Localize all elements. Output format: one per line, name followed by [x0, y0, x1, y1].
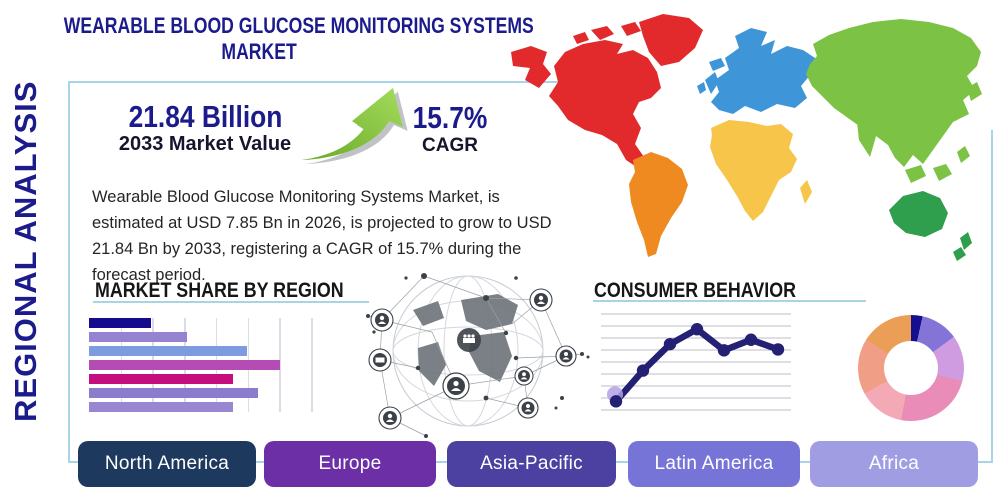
growth-arrow-icon — [301, 87, 408, 164]
bar-segment — [89, 318, 152, 328]
map-madagascar — [800, 180, 812, 204]
description-line: forecast period. — [92, 266, 206, 284]
bar-segment — [89, 402, 234, 412]
consumer-behavior-heading: CONSUMER BEHAVIOR — [594, 279, 796, 302]
region-button-europe[interactable]: Europe — [264, 441, 436, 487]
map-australia — [889, 191, 948, 237]
market-value-stat: 21.84 Billion — [128, 99, 282, 134]
side-label-regional-analysis: REGIONAL ANALYSIS — [8, 80, 43, 422]
bar-segment — [89, 374, 234, 384]
frame-line-left — [68, 81, 70, 462]
description-line: estimated at USD 7.85 Bn in 2026, is pro… — [92, 214, 552, 232]
market-description: Wearable Blood Glucose Monitoring System… — [92, 184, 592, 288]
region-button-north-america[interactable]: North America — [78, 441, 256, 487]
bar-segment — [89, 332, 187, 342]
map-asia — [806, 19, 981, 167]
map-europe — [711, 28, 815, 114]
map-south-america — [629, 152, 688, 257]
map-se-asia-islands — [905, 82, 982, 183]
frame-line-right — [991, 130, 993, 462]
region-button-asia-pacific[interactable]: Asia-Pacific — [447, 441, 616, 487]
consumer-donut-chart — [858, 315, 964, 421]
map-africa — [710, 120, 797, 221]
region-button-africa[interactable]: Africa — [810, 441, 978, 487]
region-button-latin-america[interactable]: Latin America — [628, 441, 800, 487]
cagr-label: CAGR — [422, 135, 478, 156]
map-iceland — [709, 58, 725, 71]
consumer-behavior-line-chart — [601, 312, 791, 414]
description-line: Wearable Blood Glucose Monitoring System… — [92, 188, 500, 206]
bar-segment — [89, 346, 247, 356]
map-north-america — [549, 40, 661, 168]
network-globe-illustration — [366, 273, 590, 438]
market-share-bar-chart — [89, 318, 313, 415]
map-alaska — [511, 46, 551, 88]
network-person-nodes — [368, 288, 577, 430]
map-arctic-islands — [573, 22, 641, 44]
map-greenland — [639, 14, 703, 66]
page-title-line2: MARKET — [221, 38, 297, 64]
bar-gridline — [279, 318, 281, 412]
map-new-zealand — [953, 232, 972, 261]
frame-line-top — [68, 81, 560, 83]
consumer-behavior-underline — [593, 300, 866, 302]
bar-segment — [89, 360, 280, 370]
map-british-isles — [697, 72, 719, 94]
description-line: 21.84 Bn by 2033, registering a CAGR of … — [92, 240, 522, 258]
page-title: WEARABLE BLOOD GLUCOSE MONITORING SYSTEM… — [5, 13, 534, 65]
bar-gridline — [311, 318, 313, 412]
market-share-underline — [93, 301, 369, 303]
cagr-stat: 15.7% — [412, 100, 488, 135]
market-value-label: 2033 Market Value — [118, 133, 292, 155]
donut-hole — [884, 341, 938, 395]
market-share-heading: MARKET SHARE BY REGION — [95, 279, 344, 302]
consumer-behavior-line-chart-svg — [601, 313, 791, 411]
page-title-line1: WEARABLE BLOOD GLUCOSE MONITORING SYSTEM… — [63, 13, 534, 38]
map-india — [857, 122, 879, 157]
bar-segment — [89, 388, 258, 398]
world-map — [511, 14, 982, 261]
